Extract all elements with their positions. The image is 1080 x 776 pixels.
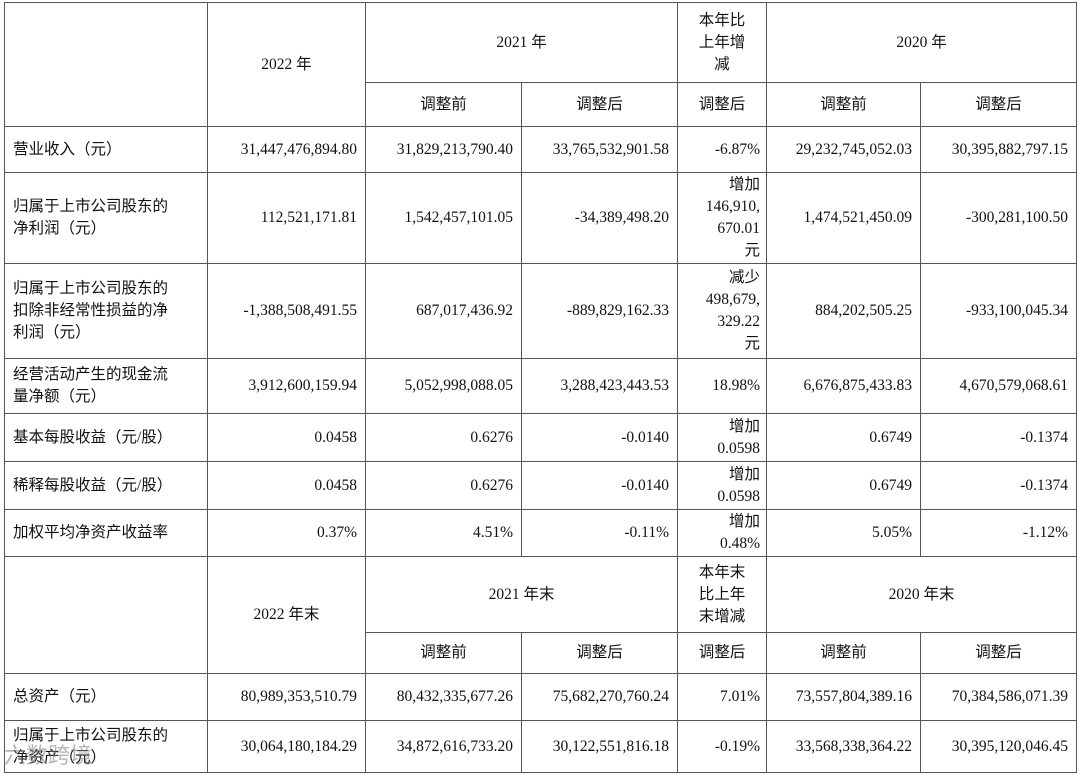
table-row: 归属于上市公司股东的 净利润（元） 112,521,171.81 1,542,457… [4,172,1078,264]
value-cell: -0.0140 [520,461,679,510]
table-row: 归属于上市公司股东的 净资产（元） 30,064,180,184.29 34,872… [4,720,1078,773]
sub-header: 调整后 [520,82,679,127]
table-row: 经营活动产生的现金流 量净额（元） 3,912,600,159.94 5,052,9… [4,358,1078,414]
year-header: 2021 年末 [364,556,679,633]
table-row: 2022 年末 2021 年末 本年末 比上年 末增减 2020 年末 [4,556,1078,674]
table-row: 调整前 调整后 调整后 调整前 调整后 [5,632,1078,674]
value-cell: 30,395,120,046.45 [920,720,1078,773]
change-cell: -0.19% [677,720,768,773]
row-label: 加权平均净资产收益率 [4,509,208,557]
value-cell: 1,542,457,101.05 [365,172,522,264]
change-cell: 18.98% [677,358,768,414]
table-row: 归属于上市公司股东的 扣除非经常性损益的净 利润（元） -1,388,508,49… [4,263,1078,359]
value-cell: -0.1374 [920,461,1078,510]
table-row: 2022 年 2021 年本年比 上年增 减 2020 年 [4,2,1078,127]
value-cell: 73,557,804,389.16 [766,673,922,721]
sub-header: 调整后 [677,632,768,674]
value-cell: -0.0140 [520,413,679,462]
year-header: 2022 年末 [207,556,366,674]
table-row: 总资产（元） 80,989,353,510.79 80,432,335,677.26… [4,673,1078,721]
value-cell: 1,474,521,450.09 [766,172,922,264]
value-cell: 80,432,335,677.26 [365,673,522,721]
value-cell: 6,676,875,433.83 [766,358,922,414]
sub-header: 调整后 [920,632,1078,674]
value-cell: -0.11% [520,509,679,557]
sub-header: 调整前 [766,632,922,674]
value-cell: 34,872,616,733.20 [365,720,522,773]
row-label: 归属于上市公司股东的 净资产（元） [4,720,208,773]
sub-header: 调整后 [677,82,768,127]
value-cell: -1.12% [920,509,1078,557]
value-cell: 70,384,586,071.39 [920,673,1078,721]
value-cell: -889,829,162.33 [520,263,679,359]
year-header: 2020 年 [766,2,1078,83]
row-label: 营业收入（元） [4,126,208,173]
value-cell: 31,829,213,790.40 [365,126,522,173]
value-cell: 4,670,579,068.61 [920,358,1078,414]
change-cell: 7.01% [677,673,768,721]
value-cell: 0.0458 [207,461,366,510]
value-cell: 0.0458 [207,413,366,462]
financial-table: 2022 年 2021 年本年比 上年增 减 2020 年调整前 调整后 调整后 调整前调… [4,2,1078,773]
change-cell: 增加 0.48% [677,509,768,557]
row-label: 归属于上市公司股东的 扣除非经常性损益的净 利润（元） [4,263,208,359]
value-cell: 29,232,745,052.03 [766,126,922,173]
row-label: 总资产（元） [4,673,208,721]
change-cell: 增加 0.0598 [677,413,768,462]
value-cell: 80,989,353,510.79 [207,673,366,721]
value-cell: -933,100,045.34 [920,263,1078,359]
value-cell: 5.05% [766,509,922,557]
value-cell: 3,288,423,443.53 [520,358,679,414]
table-row: 稀释每股收益（元/股） 0.0458 0.6276 -0.0140 增加 0.0598 0… [4,461,1078,510]
header-cell [4,556,208,674]
row-label: 经营活动产生的现金流 量净额（元） [4,358,208,414]
year-header: 2020 年末 [766,556,1078,633]
sub-header: 调整后 [920,82,1078,127]
sub-header: 调整后 [520,632,679,674]
value-cell: 0.6276 [365,413,522,462]
value-cell: 33,568,338,364.22 [766,720,922,773]
change-cell: 减少 498,679, 329.22 元 [677,263,768,359]
value-cell: 0.6749 [766,461,922,510]
sub-header: 调整前 [365,82,522,127]
value-cell: 30,122,551,816.18 [520,720,679,773]
row-label: 稀释每股收益（元/股） [4,461,208,510]
change-cell: -6.87% [677,126,768,173]
year-header: 2021 年 [364,2,679,83]
header-cell [4,2,208,127]
value-cell: -1,388,508,491.55 [207,263,366,359]
sub-header: 调整前 [766,82,922,127]
value-cell: 30,064,180,184.29 [207,720,366,773]
value-cell: 884,202,505.25 [766,263,922,359]
change-cell: 增加 146,910, 670.01 元 [677,172,768,264]
value-cell: 75,682,270,760.24 [520,673,679,721]
value-cell: 5,052,998,088.05 [365,358,522,414]
change-cell: 增加 0.0598 [677,461,768,510]
table-row: 基本每股收益（元/股） 0.0458 0.6276 -0.0140 增加 0.0598 0… [4,413,1078,462]
value-cell: -34,389,498.20 [520,172,679,264]
value-cell: -300,281,100.50 [920,172,1078,264]
change-header: 本年比 上年增 减 [677,2,768,83]
value-cell: 687,017,436.92 [365,263,522,359]
value-cell: 30,395,882,797.15 [920,126,1078,173]
value-cell: 3,912,600,159.94 [207,358,366,414]
row-label: 基本每股收益（元/股） [4,413,208,462]
sub-header: 调整前 [365,632,522,674]
value-cell: 112,521,171.81 [207,172,366,264]
value-cell: 33,765,532,901.58 [520,126,679,173]
watermark: 六数跨境 [4,744,93,769]
value-cell: 0.6276 [365,461,522,510]
value-cell: 4.51% [365,509,522,557]
year-header: 2022 年 [207,2,366,127]
change-header: 本年末 比上年 末增减 [677,556,768,633]
value-cell: -0.1374 [920,413,1078,462]
table-row: 调整前 调整后 调整后 调整前 调整后 [5,82,1078,127]
value-cell: 31,447,476,894.80 [207,126,366,173]
value-cell: 0.6749 [766,413,922,462]
value-cell: 0.37% [207,509,366,557]
table-row: 营业收入（元） 31,447,476,894.80 31,829,213,790.4… [4,126,1078,173]
row-label: 归属于上市公司股东的 净利润（元） [4,172,208,264]
table-row: 加权平均净资产收益率 0.37% 4.51% -0.11% 增加 0.48% 5.05% -… [4,509,1078,557]
